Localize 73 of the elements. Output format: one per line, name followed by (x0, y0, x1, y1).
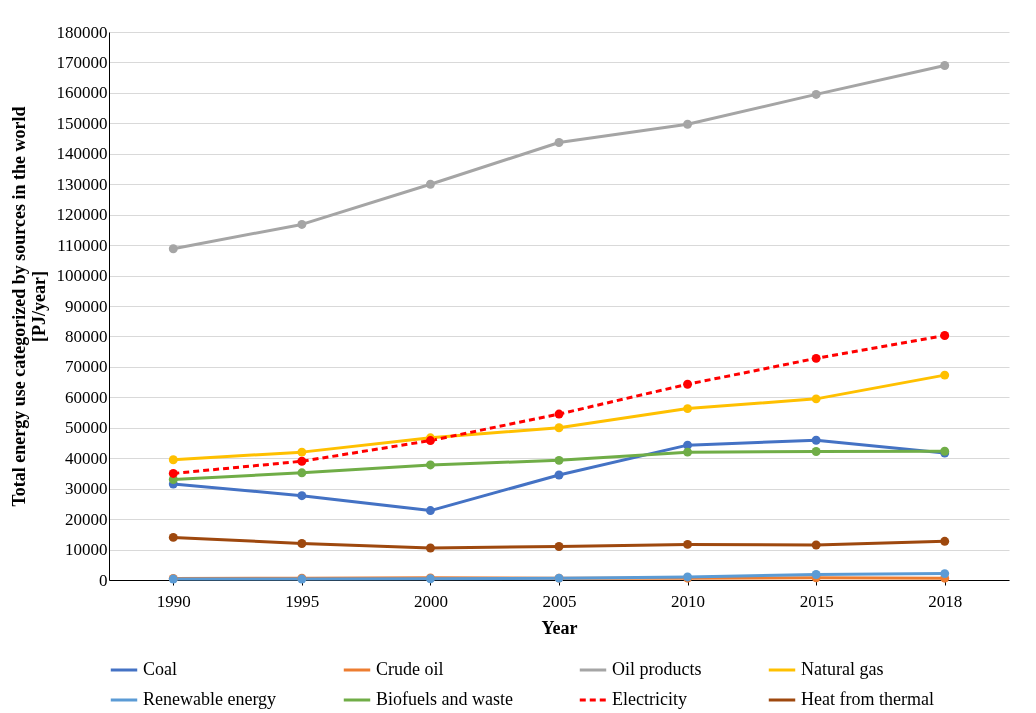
point (811, 435, 821, 445)
point (297, 456, 307, 466)
y-tick-label: 90000 (65, 296, 108, 316)
point (554, 470, 564, 480)
point (554, 138, 564, 147)
point (811, 540, 821, 550)
point (811, 353, 821, 363)
point (940, 331, 950, 340)
point (811, 570, 821, 579)
y-tick-label: 80000 (65, 326, 108, 346)
legend-label: Heat from thermal (801, 689, 934, 709)
y-tick-label: 170000 (56, 52, 108, 72)
legend-label: Natural gas (801, 659, 884, 679)
point (297, 539, 307, 548)
point (554, 542, 564, 551)
point (425, 460, 435, 470)
x-tick-label: 2018 (928, 591, 963, 611)
x-axis-title: Year (541, 617, 578, 638)
y-tick-label: 30000 (65, 479, 108, 499)
x-tick-label: 2005 (542, 591, 577, 611)
point (297, 491, 307, 501)
point (425, 543, 435, 553)
point (811, 447, 821, 456)
y-tick-label: 150000 (56, 113, 108, 133)
point (554, 423, 564, 433)
y-tick-label: 40000 (65, 448, 108, 468)
point (554, 455, 564, 465)
y-tick-label: 70000 (65, 357, 108, 377)
y-tick-label: 160000 (56, 83, 108, 103)
point (940, 569, 950, 579)
point (811, 394, 821, 404)
legend-label: Crude oil (376, 659, 444, 679)
legend-label: Renewable energy (143, 689, 277, 709)
point (425, 179, 435, 189)
y-tick-label: 100000 (56, 266, 108, 286)
x-tick-label: 1995 (285, 591, 320, 611)
legend-label: Electricity (612, 689, 687, 709)
y-tick-label: 0 (99, 570, 108, 590)
legend-label: Biofuels and waste (376, 689, 513, 709)
y-axis-title: Total energy use categorized by sources in the world [PJ/year] (8, 106, 49, 507)
point (683, 379, 693, 389)
x-tick-label: 2015 (799, 591, 834, 611)
point (940, 536, 950, 546)
x-tick-label: 1990 (156, 591, 191, 611)
point (683, 404, 693, 414)
y-tick-label: 130000 (56, 174, 108, 194)
x-tick-label: 2000 (413, 591, 448, 611)
point (683, 119, 693, 129)
point (683, 447, 693, 457)
y-tick-label: 50000 (65, 418, 108, 438)
point (168, 244, 178, 254)
point (297, 468, 307, 478)
y-tick-label: 60000 (65, 387, 108, 407)
point (168, 532, 178, 542)
legend-label: Oil products (612, 659, 702, 679)
point (425, 506, 435, 516)
point (168, 468, 178, 478)
point (811, 89, 821, 99)
legend-label: Coal (143, 659, 177, 679)
y-tick-label: 180000 (56, 22, 108, 42)
point (940, 370, 950, 380)
point (554, 409, 564, 419)
x-tick-label: 2010 (671, 591, 706, 611)
point (297, 219, 307, 229)
y-tick-label: 10000 (65, 540, 108, 560)
y-tick-label: 140000 (56, 144, 108, 164)
y-tick-label: 20000 (65, 509, 108, 529)
point (297, 447, 307, 457)
point (940, 61, 950, 70)
y-tick-label: 110000 (57, 235, 108, 255)
y-tick-label: 120000 (56, 205, 108, 225)
point (683, 539, 693, 549)
point (168, 455, 178, 465)
